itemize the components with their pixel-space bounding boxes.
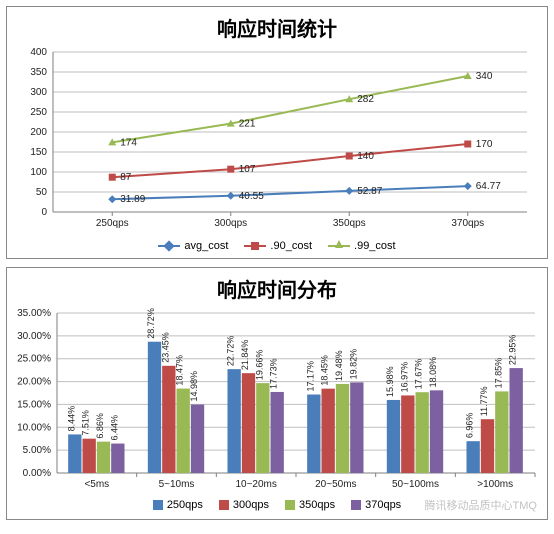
svg-text:174: 174 <box>120 137 137 148</box>
svg-text:20.00%: 20.00% <box>17 377 51 388</box>
svg-text:11.77%: 11.77% <box>479 386 489 416</box>
svg-text:370qps: 370qps <box>451 218 484 229</box>
svg-text:19.48%: 19.48% <box>334 350 344 381</box>
svg-text:10~20ms: 10~20ms <box>235 479 276 490</box>
svg-text:>100ms: >100ms <box>477 479 513 490</box>
svg-text:19.82%: 19.82% <box>348 349 358 380</box>
svg-text:<5ms: <5ms <box>84 479 109 490</box>
bar-chart-legend: 250qps 300qps 350qps 370qps <box>7 495 547 519</box>
svg-text:18.47%: 18.47% <box>175 355 185 386</box>
svg-text:35.00%: 35.00% <box>17 308 51 319</box>
svg-text:8.44%: 8.44% <box>66 406 76 432</box>
svg-text:17.67%: 17.67% <box>414 359 424 390</box>
svg-text:340: 340 <box>476 71 493 82</box>
legend-item: 300qps <box>219 499 269 511</box>
legend-item: avg_cost <box>158 240 228 252</box>
legend-item: 350qps <box>285 499 335 511</box>
legend-item: .90_cost <box>244 240 312 252</box>
svg-text:200: 200 <box>30 127 47 138</box>
svg-text:52.87: 52.87 <box>357 186 382 197</box>
svg-text:6.96%: 6.96% <box>465 413 475 439</box>
svg-text:350qps: 350qps <box>333 218 366 229</box>
svg-text:23.45%: 23.45% <box>160 332 170 363</box>
bar-chart-title: 响应时间分布 <box>7 268 547 305</box>
svg-text:0: 0 <box>41 207 47 218</box>
line-chart-container: 响应时间统计 0 50 100 150 200 250 300 350 400 250qps 300… <box>6 6 548 259</box>
svg-text:15.00%: 15.00% <box>17 399 51 410</box>
svg-text:5.00%: 5.00% <box>23 445 51 456</box>
svg-text:282: 282 <box>357 94 374 105</box>
svg-text:6.44%: 6.44% <box>109 415 119 441</box>
svg-text:6.86%: 6.86% <box>95 413 105 439</box>
svg-text:17.17%: 17.17% <box>305 361 315 392</box>
svg-text:50~100ms: 50~100ms <box>392 479 439 490</box>
svg-text:18.45%: 18.45% <box>320 355 330 386</box>
svg-text:28.72%: 28.72% <box>146 308 156 339</box>
svg-text:100: 100 <box>30 167 47 178</box>
svg-text:31.89: 31.89 <box>120 194 145 205</box>
line-chart-title: 响应时间统计 <box>7 7 547 44</box>
svg-text:107: 107 <box>239 164 256 175</box>
svg-text:300qps: 300qps <box>214 218 247 229</box>
svg-text:5~10ms: 5~10ms <box>159 479 195 490</box>
svg-text:87: 87 <box>120 172 132 183</box>
svg-text:18.08%: 18.08% <box>428 357 438 388</box>
legend-item: 250qps <box>153 499 203 511</box>
svg-text:300: 300 <box>30 87 47 98</box>
legend-item: .99_cost <box>328 240 396 252</box>
svg-text:30.00%: 30.00% <box>17 331 51 342</box>
svg-text:150: 150 <box>30 147 47 158</box>
svg-text:0.00%: 0.00% <box>23 468 51 479</box>
svg-text:64.77: 64.77 <box>476 181 501 192</box>
svg-text:19.66%: 19.66% <box>254 350 264 381</box>
svg-text:400: 400 <box>30 47 47 58</box>
svg-text:10.00%: 10.00% <box>17 422 51 433</box>
svg-text:221: 221 <box>239 119 256 130</box>
legend-item: 370qps <box>351 499 401 511</box>
svg-text:25.00%: 25.00% <box>17 354 51 365</box>
svg-text:17.85%: 17.85% <box>493 358 503 389</box>
svg-text:14.98%: 14.98% <box>189 371 199 402</box>
svg-text:140: 140 <box>357 151 374 162</box>
line-chart-legend: avg_cost .90_cost .99_cost <box>7 234 547 258</box>
svg-text:40.55: 40.55 <box>239 191 264 202</box>
bar-chart-svg: 0.00% 5.00% 10.00% 15.00% 20.00% 25.00% 30.00%… <box>7 305 547 495</box>
svg-text:16.97%: 16.97% <box>399 362 409 393</box>
svg-text:21.84%: 21.84% <box>240 340 250 371</box>
svg-text:50: 50 <box>36 187 48 198</box>
svg-text:22.95%: 22.95% <box>508 335 518 366</box>
svg-text:250qps: 250qps <box>96 218 129 229</box>
svg-text:17.73%: 17.73% <box>269 358 279 389</box>
svg-text:250: 250 <box>30 107 47 118</box>
svg-text:15.98%: 15.98% <box>385 366 395 397</box>
svg-text:170: 170 <box>476 139 493 150</box>
svg-text:350: 350 <box>30 67 47 78</box>
svg-text:7.51%: 7.51% <box>81 410 91 436</box>
bar-chart-container: 响应时间分布 0.00% 5.00% 10.00% 15.00% 20.00% 25.00… <box>6 267 548 520</box>
line-chart-svg: 0 50 100 150 200 250 300 350 400 250qps 300qps 350q… <box>7 44 547 234</box>
svg-text:22.72%: 22.72% <box>226 336 236 367</box>
svg-text:20~50ms: 20~50ms <box>315 479 356 490</box>
